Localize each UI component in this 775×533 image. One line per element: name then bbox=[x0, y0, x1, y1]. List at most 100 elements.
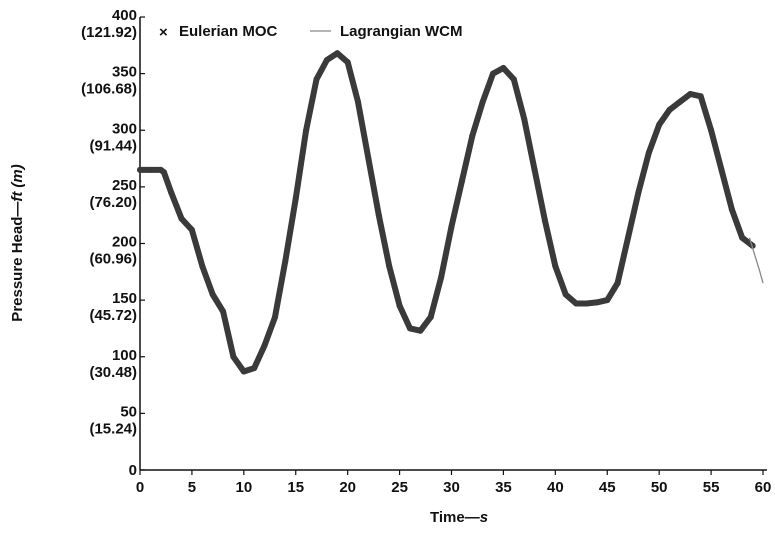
data-point-eulerian-moc bbox=[375, 212, 382, 219]
y-tick-label-ft: 400 bbox=[112, 7, 137, 24]
x-tick-label: 10 bbox=[235, 479, 252, 496]
x-axis-title: Time—s bbox=[430, 509, 488, 526]
data-point-eulerian-moc bbox=[261, 342, 268, 349]
data-point-eulerian-moc bbox=[490, 70, 497, 77]
x-axis-title-main: Time— bbox=[430, 509, 480, 526]
y-tick-label-ft: 350 bbox=[112, 64, 137, 81]
data-point-eulerian-moc bbox=[209, 291, 216, 298]
data-point-eulerian-moc bbox=[645, 149, 652, 156]
y-tick-label-m: (76.20) bbox=[89, 194, 137, 211]
x-tick-label: 55 bbox=[703, 479, 720, 496]
data-point-eulerian-moc bbox=[365, 155, 372, 162]
y-axis-title: Pressure Head—ft (m) bbox=[9, 164, 26, 321]
data-point-eulerian-moc bbox=[303, 127, 310, 134]
y-tick-label-ft: 150 bbox=[112, 290, 137, 307]
x-tick-label: 45 bbox=[599, 479, 616, 496]
data-point-eulerian-moc bbox=[708, 127, 715, 134]
data-point-eulerian-moc bbox=[344, 59, 351, 66]
y-tick-label-ft: 100 bbox=[112, 347, 137, 364]
data-point-eulerian-moc bbox=[614, 280, 621, 287]
data-point-eulerian-moc bbox=[500, 64, 507, 71]
axes bbox=[139, 17, 767, 471]
x-tick-label: 20 bbox=[339, 479, 356, 496]
data-point-eulerian-moc bbox=[573, 300, 580, 307]
y-axis-title-unit: ft bbox=[9, 191, 26, 202]
data-point-eulerian-moc bbox=[635, 189, 642, 196]
legend-label-eulerian: Eulerian MOC bbox=[179, 23, 278, 40]
data-point-eulerian-moc bbox=[521, 115, 528, 122]
data-point-eulerian-moc bbox=[604, 297, 611, 304]
y-axis-ticks: 0 50(15.24) 100(30.48) 150(45.72) 200(60.96)… bbox=[81, 7, 145, 479]
y-tick-label-m: (60.96) bbox=[89, 251, 137, 268]
data-point-eulerian-moc bbox=[292, 195, 299, 202]
data-point-eulerian-moc bbox=[220, 308, 227, 315]
data-point-eulerian-moc bbox=[396, 302, 403, 309]
data-point-eulerian-moc bbox=[687, 91, 694, 98]
data-point-eulerian-moc bbox=[739, 234, 746, 241]
y-tick-label-m: (45.72) bbox=[89, 307, 137, 324]
data-point-eulerian-moc bbox=[438, 274, 445, 281]
x-tick-label: 35 bbox=[495, 479, 512, 496]
data-point-eulerian-moc bbox=[178, 215, 185, 222]
y-tick-label-ft: 250 bbox=[112, 177, 137, 194]
data-point-eulerian-moc bbox=[417, 327, 424, 334]
y-axis-title-main: Pressure Head— bbox=[9, 202, 26, 322]
data-point-eulerian-moc bbox=[448, 223, 455, 230]
y-axis-title-alt-unit: (m) bbox=[9, 164, 26, 187]
data-point-eulerian-moc bbox=[240, 368, 247, 375]
y-tick-label-m: (121.92) bbox=[81, 24, 137, 41]
data-point-eulerian-moc bbox=[531, 166, 538, 173]
y-tick-label-ft: 300 bbox=[112, 120, 137, 137]
data-point-eulerian-moc bbox=[386, 263, 393, 270]
legend: × Eulerian MOC Lagrangian WCM bbox=[159, 23, 463, 41]
data-point-eulerian-moc bbox=[469, 132, 476, 139]
x-axis-ticks: 0 5 10 15 20 25 30 35 40 45 50 55 60 bbox=[136, 470, 772, 496]
data-point-eulerian-moc bbox=[199, 263, 206, 270]
x-axis-title-unit: s bbox=[480, 509, 488, 526]
series-layer bbox=[137, 50, 764, 375]
x-tick-label: 50 bbox=[651, 479, 668, 496]
data-point-eulerian-moc bbox=[718, 166, 725, 173]
y-tick-label-m: (91.44) bbox=[89, 137, 137, 154]
data-point-eulerian-moc bbox=[251, 365, 258, 372]
y-tick-label-ft: 0 bbox=[129, 462, 137, 479]
data-point-eulerian-moc bbox=[552, 263, 559, 270]
data-point-eulerian-moc bbox=[562, 291, 569, 298]
data-point-eulerian-moc bbox=[137, 166, 143, 173]
data-point-eulerian-moc bbox=[334, 50, 341, 57]
data-point-eulerian-moc bbox=[147, 166, 154, 173]
series-line-eulerian-moc bbox=[137, 50, 756, 375]
series-line-lagrangian-wcm bbox=[748, 237, 764, 284]
data-point-eulerian-moc bbox=[656, 121, 663, 128]
x-tick-label: 40 bbox=[547, 479, 564, 496]
x-tick-label: 60 bbox=[755, 479, 772, 496]
data-point-eulerian-moc bbox=[168, 189, 175, 196]
data-point-eulerian-moc bbox=[510, 76, 517, 83]
data-point-eulerian-moc bbox=[728, 206, 735, 213]
data-point-eulerian-moc bbox=[282, 257, 289, 264]
data-point-eulerian-moc bbox=[355, 98, 362, 105]
data-point-eulerian-moc bbox=[593, 299, 600, 306]
y-tick-label-m: (30.48) bbox=[89, 364, 137, 381]
data-point-eulerian-moc bbox=[323, 57, 330, 64]
x-tick-label: 25 bbox=[391, 479, 408, 496]
x-tick-label: 15 bbox=[287, 479, 304, 496]
data-point-eulerian-moc bbox=[697, 93, 704, 100]
data-point-eulerian-moc bbox=[271, 314, 278, 321]
data-point-eulerian-moc bbox=[458, 178, 465, 185]
data-point-eulerian-moc bbox=[313, 76, 320, 83]
data-point-eulerian-moc bbox=[160, 169, 167, 176]
data-point-eulerian-moc bbox=[676, 98, 683, 105]
data-point-eulerian-moc bbox=[479, 98, 486, 105]
y-tick-label-m: (15.24) bbox=[89, 420, 137, 437]
data-point-eulerian-moc bbox=[188, 226, 195, 233]
data-point-eulerian-moc bbox=[427, 314, 434, 321]
x-tick-label: 30 bbox=[443, 479, 460, 496]
data-point-eulerian-moc bbox=[625, 234, 632, 241]
legend-label-lagrangian: Lagrangian WCM bbox=[340, 23, 463, 40]
data-point-eulerian-moc bbox=[583, 300, 590, 307]
y-tick-label-m: (106.68) bbox=[81, 81, 137, 98]
y-tick-label-ft: 200 bbox=[112, 234, 137, 251]
data-point-eulerian-moc bbox=[541, 217, 548, 224]
